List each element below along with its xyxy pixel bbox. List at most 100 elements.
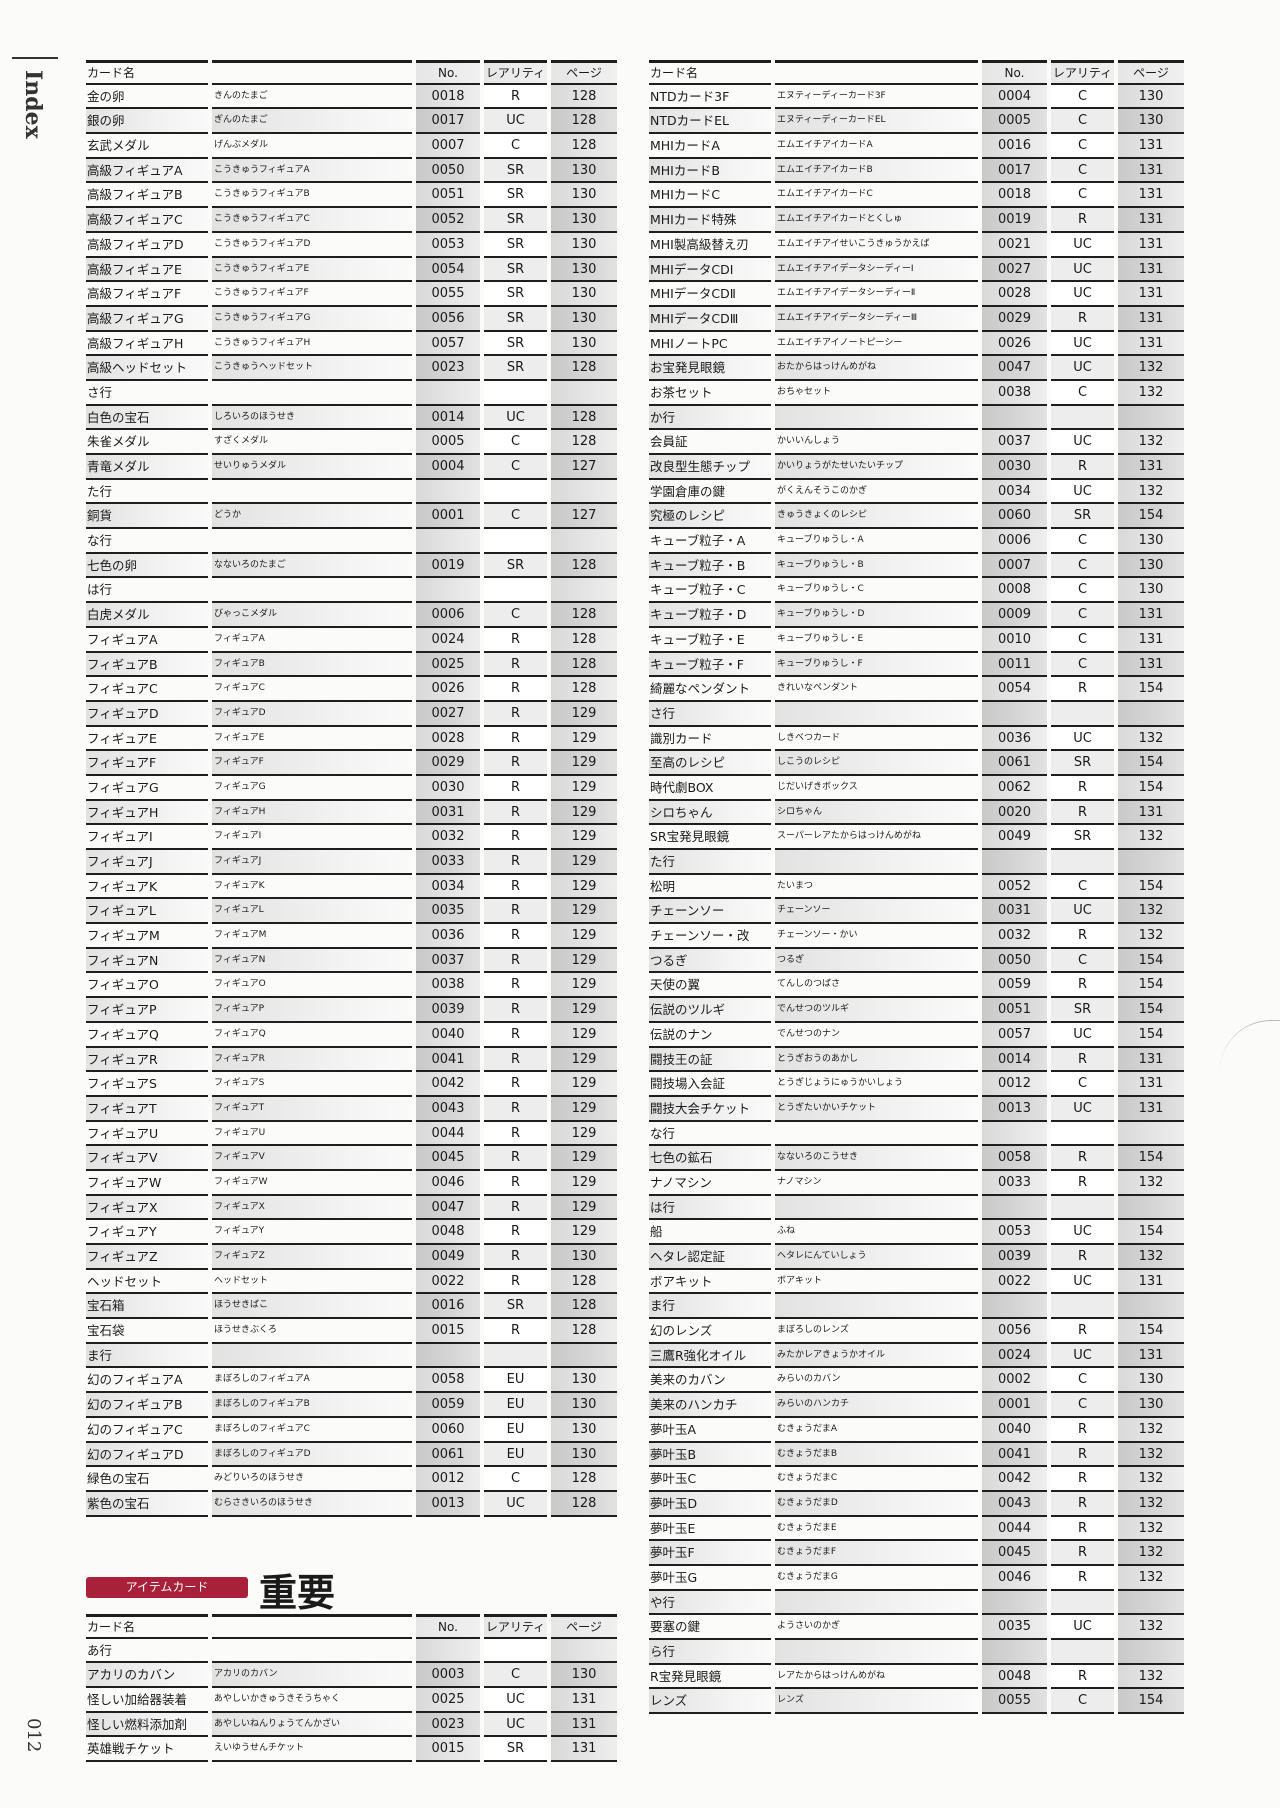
number-cell: 0035 — [416, 899, 480, 925]
rarity-cell: R — [484, 726, 547, 752]
page-cell: 132 — [1118, 380, 1184, 406]
reading-cell: レンズ — [775, 1689, 978, 1715]
section-label: ま行 — [649, 1294, 771, 1320]
number-cell: 0015 — [416, 1319, 480, 1344]
number-cell: 0029 — [982, 306, 1047, 332]
rarity-cell: C — [1051, 109, 1114, 135]
rarity-cell: EU — [484, 1417, 547, 1443]
page-cell: 154 — [1118, 1319, 1184, 1344]
reading-cell: みどりいろのほうせき — [212, 1467, 412, 1492]
name-cell: 時代劇BOX — [649, 776, 771, 801]
name-cell: 高級フィギュアD — [86, 233, 208, 258]
reading-cell: まぼろしのフィギュアB — [212, 1393, 412, 1418]
rarity-cell: C — [1051, 158, 1114, 184]
rarity-cell: C — [1051, 84, 1114, 110]
number-cell: 0056 — [982, 1319, 1047, 1344]
number-cell: 0047 — [982, 356, 1047, 381]
header-name: カード名 — [86, 1614, 208, 1639]
page-cell: 128 — [551, 84, 617, 110]
header-no: No. — [982, 60, 1047, 85]
name-cell: 宝石箱 — [86, 1294, 208, 1320]
rarity-cell: UC — [484, 1688, 547, 1713]
number-cell: 0032 — [416, 825, 480, 850]
name-cell: 怪しい燃料添加剤 — [86, 1712, 208, 1738]
number-cell: 0010 — [982, 627, 1047, 653]
number-cell: 0042 — [416, 1072, 480, 1097]
header-no: No. — [416, 60, 480, 85]
number-cell — [982, 405, 1047, 431]
page-cell: 131 — [1118, 627, 1184, 653]
number-cell: 0023 — [416, 356, 480, 381]
rarity-cell: C — [484, 1467, 547, 1492]
rarity-cell: R — [484, 1072, 547, 1097]
page-cell: 130 — [1118, 529, 1184, 554]
name-cell: お茶セット — [649, 381, 771, 406]
number-cell: 0015 — [416, 1737, 480, 1763]
section-label: ま行 — [86, 1343, 208, 1369]
name-cell: フィギュアE — [86, 727, 208, 752]
reading-cell: あやしいかきゅうきそうちゃく — [212, 1688, 412, 1713]
number-cell: 0055 — [982, 1689, 1047, 1715]
page-cell — [1118, 701, 1184, 727]
rarity-cell — [484, 578, 547, 604]
number-cell: 0058 — [416, 1368, 480, 1394]
page-cell: 130 — [551, 183, 617, 209]
page-cell: 132 — [1118, 1467, 1184, 1492]
number-cell — [982, 1590, 1047, 1616]
number-cell: 0037 — [982, 430, 1047, 455]
number-cell — [416, 578, 480, 604]
name-cell: 幻のフィギュアD — [86, 1442, 208, 1468]
page-cell: 129 — [551, 701, 617, 727]
rarity-cell: EU — [484, 1393, 547, 1418]
page-cell: 129 — [551, 726, 617, 752]
reading-cell: フィギュアB — [212, 652, 412, 678]
number-cell: 0008 — [982, 578, 1047, 604]
rarity-cell: SR — [484, 257, 547, 283]
reading-cell: フィギュアX — [212, 1195, 412, 1221]
number-cell: 0005 — [416, 430, 480, 455]
name-cell: ナノマシン — [649, 1171, 771, 1196]
page-cell: 154 — [1118, 973, 1184, 999]
name-cell: ヘッドセット — [86, 1270, 208, 1295]
page-cell — [551, 1638, 617, 1664]
reading-cell: フィギュアK — [212, 875, 412, 900]
rarity-cell: SR — [484, 306, 547, 332]
page-cell: 131 — [1118, 331, 1184, 357]
page-cell: 131 — [551, 1688, 617, 1713]
name-cell: キューブ粒子・D — [649, 603, 771, 628]
reading-cell — [212, 381, 412, 406]
rarity-cell: R — [1051, 1491, 1114, 1517]
rarity-cell: R — [1051, 775, 1114, 801]
rarity-cell: UC — [1051, 1096, 1114, 1122]
page-cell: 129 — [551, 1072, 617, 1097]
rarity-cell: R — [484, 1319, 547, 1344]
section-label: ら行 — [649, 1640, 771, 1665]
rarity-cell: SR — [484, 1737, 547, 1763]
name-cell: 夢叶玉F — [649, 1541, 771, 1566]
name-cell: 金の卵 — [86, 85, 208, 110]
page-cell: 129 — [551, 1195, 617, 1221]
reading-cell: フィギュアN — [212, 948, 412, 974]
section-label: は行 — [86, 578, 208, 604]
number-cell: 0062 — [982, 775, 1047, 801]
page-cell: 131 — [1118, 134, 1184, 159]
number-cell: 0036 — [416, 924, 480, 949]
rarity-cell: R — [484, 874, 547, 900]
rarity-cell: C — [1051, 1689, 1114, 1715]
page-cell: 154 — [1118, 874, 1184, 900]
number-cell: 0054 — [416, 257, 480, 283]
page-cell: 130 — [1118, 1368, 1184, 1394]
reading-cell: まぼろしのフィギュアD — [212, 1442, 412, 1468]
number-cell: 0019 — [982, 208, 1047, 233]
name-cell: 幻のフィギュアA — [86, 1368, 208, 1394]
reading-cell: みたかレアきょうかオイル — [775, 1343, 978, 1369]
reading-cell: ほうせきぶくろ — [212, 1319, 412, 1344]
reading-cell — [775, 1195, 978, 1221]
reading-cell: フィギュアI — [212, 825, 412, 850]
reading-cell: ヘタレにんていしょう — [775, 1245, 978, 1270]
page-cell: 154 — [1118, 1146, 1184, 1171]
name-cell: 夢叶玉D — [649, 1491, 771, 1517]
reading-cell: どうか — [212, 504, 412, 530]
rarity-cell: UC — [1051, 899, 1114, 925]
page-cell: 129 — [551, 1170, 617, 1196]
